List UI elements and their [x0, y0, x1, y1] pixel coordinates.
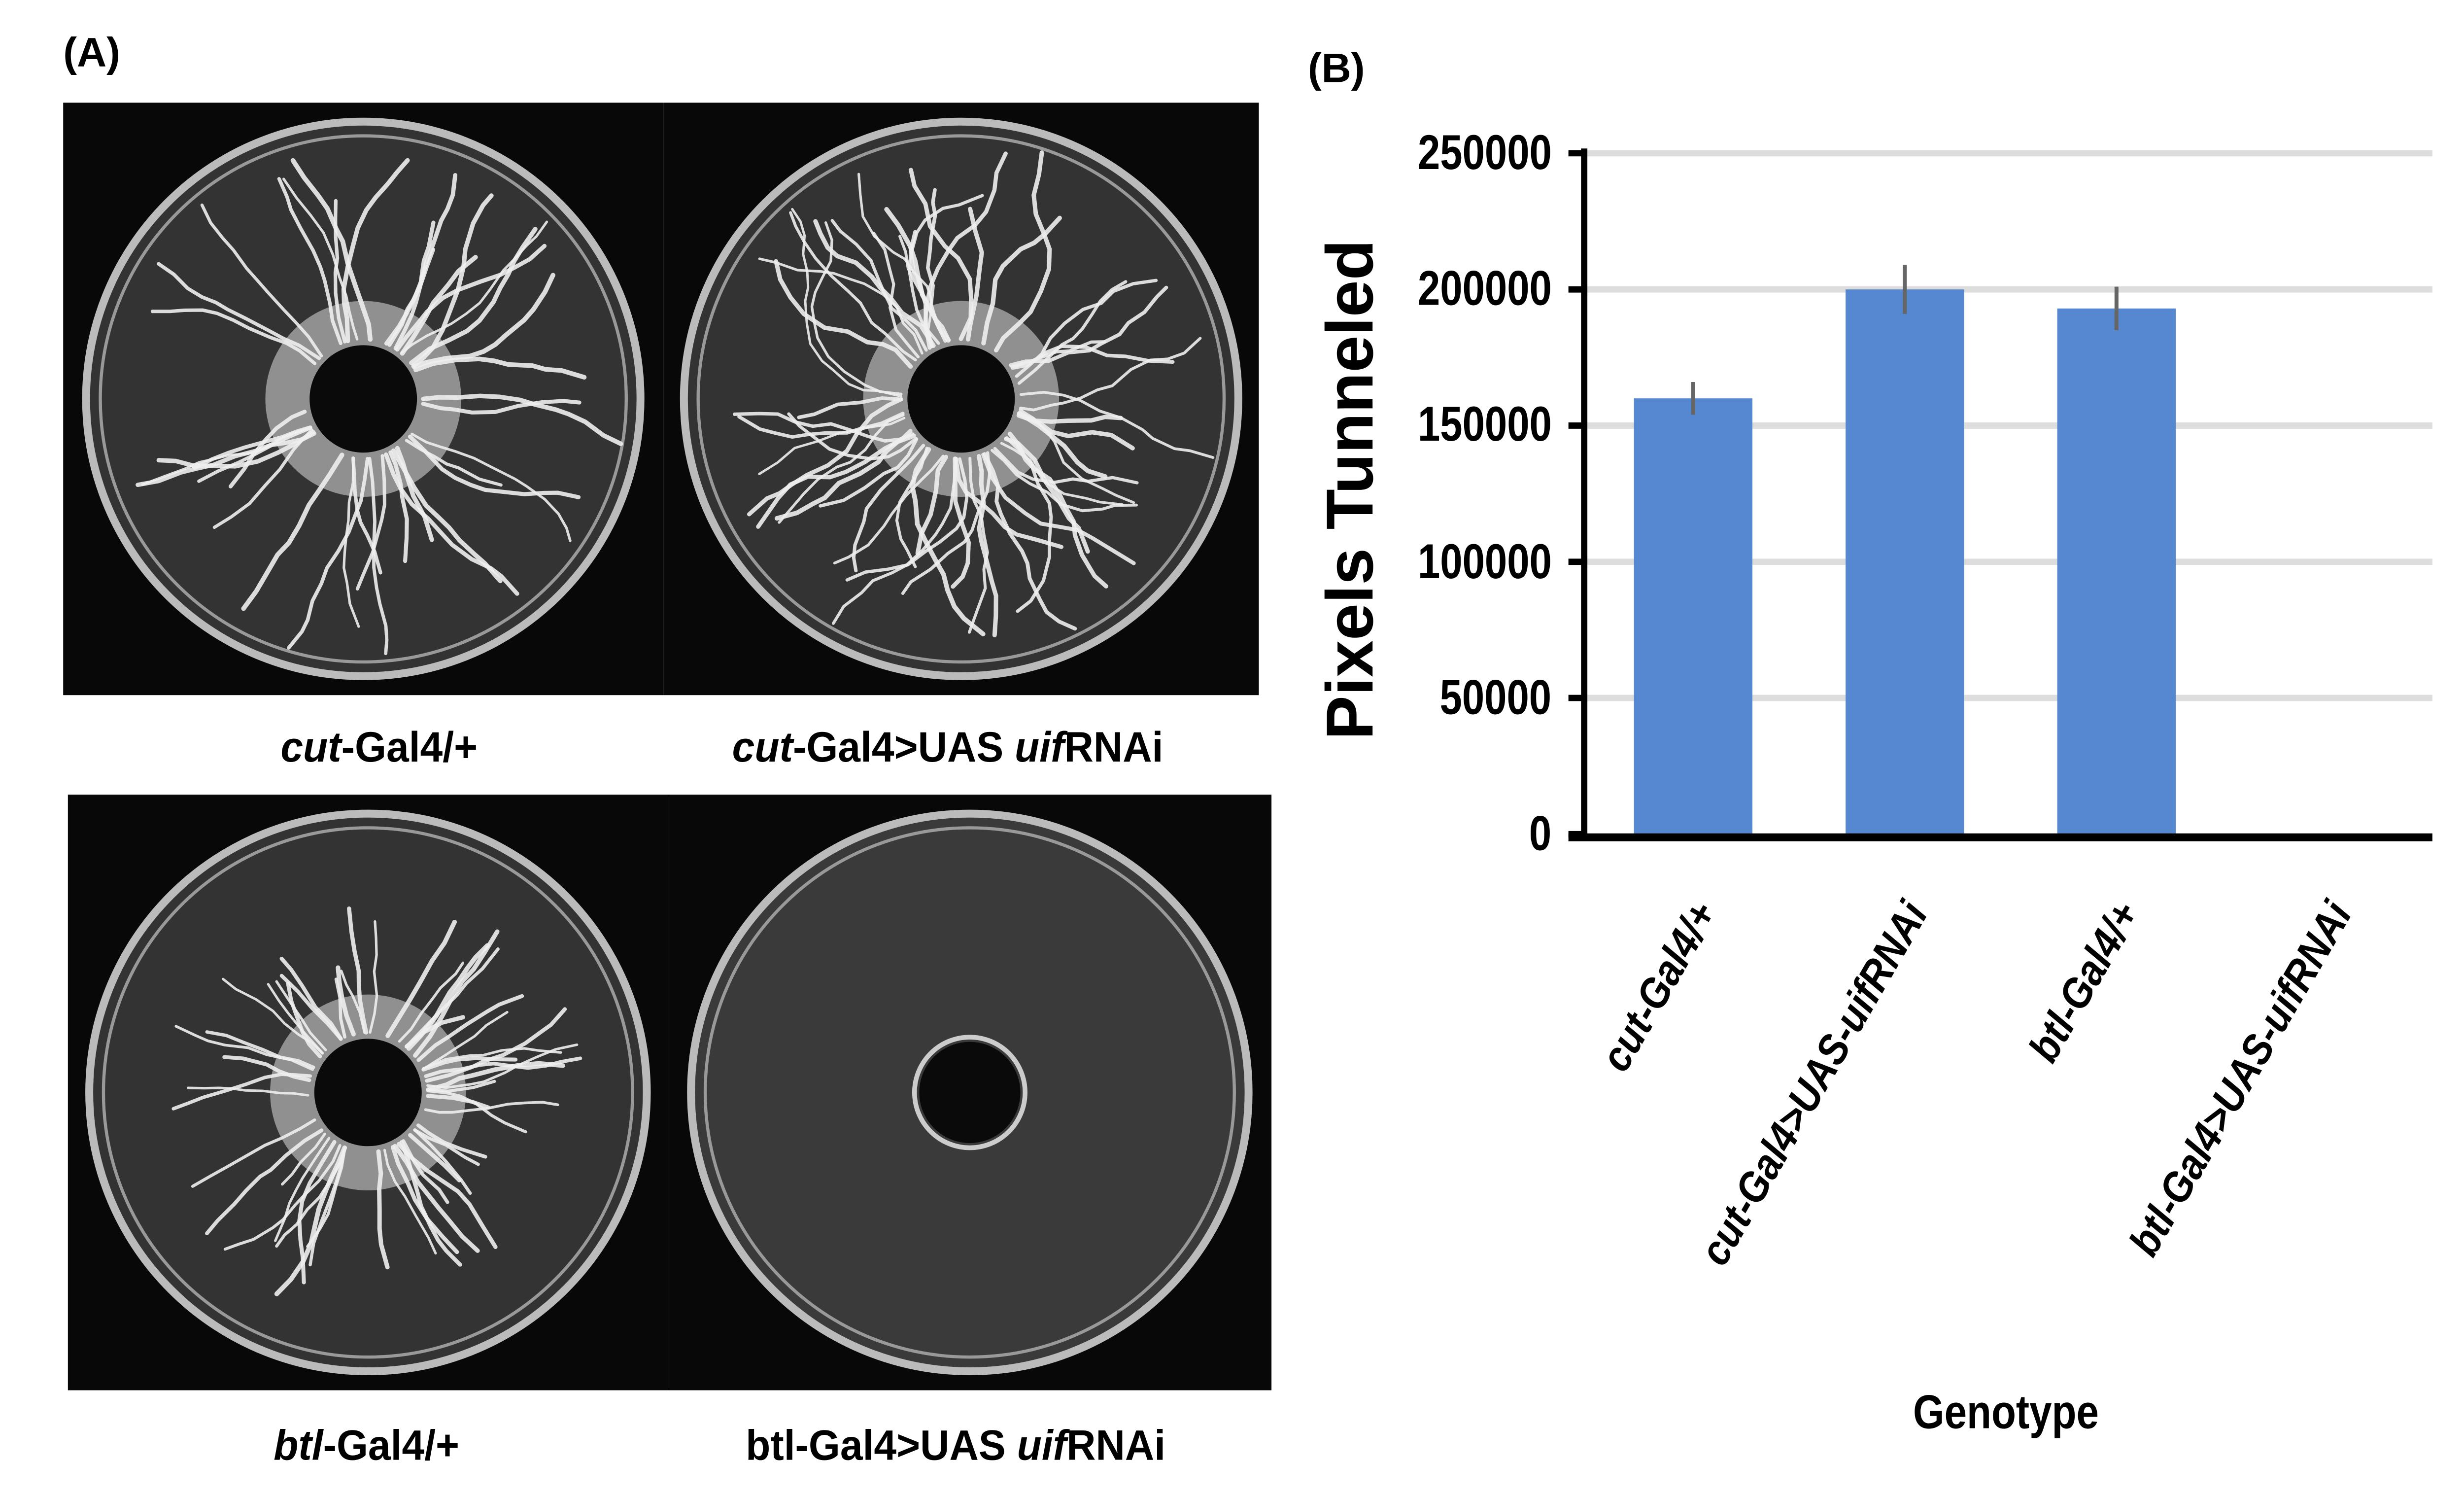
- bar: [2057, 308, 2176, 834]
- y-tick-label: 100000: [1417, 533, 1551, 589]
- petri-dish-image-4: [668, 795, 1272, 1391]
- image-caption-2: cut-Gal4>UAS uifRNAi: [732, 723, 1164, 771]
- x-tick-label: cut-Gal4/+: [1591, 894, 1726, 1079]
- bar: [1634, 398, 1753, 834]
- petri-dish-image-2: [663, 103, 1259, 695]
- image-caption-1: cut-Gal4/+: [280, 723, 478, 771]
- petri-dish-image-3: [68, 795, 668, 1391]
- image-caption-3: btl-Gal4/+: [274, 1422, 460, 1469]
- y-tick-label: 250000: [1417, 125, 1551, 180]
- panel-a-label: (A): [63, 28, 120, 76]
- bar: [1846, 289, 1964, 834]
- image-caption-4: btl-Gal4>UAS uifRNAi: [746, 1422, 1166, 1469]
- bar-chart: [1568, 148, 2432, 841]
- x-axis-title: Genotype: [1913, 1387, 2099, 1439]
- y-tick-label: 150000: [1417, 397, 1551, 452]
- x-tick-label: cut-Gal4>UAS-uifRNAi: [1691, 894, 1938, 1273]
- panel-b-label: (B): [1307, 44, 1365, 92]
- y-tick-label: 0: [1529, 805, 1551, 861]
- y-tick-label: 50000: [1439, 669, 1551, 725]
- y-tick-labels: 0 50000 100000 150000 200000 250000: [1374, 0, 1551, 885]
- x-tick-label: btl-Gal4/+: [2019, 894, 2149, 1070]
- petri-dish-image-1: [63, 103, 664, 695]
- x-tick-label: btl-Gal4>UAS-uifRNAi: [2120, 894, 2361, 1264]
- y-tick-label: 200000: [1417, 261, 1551, 316]
